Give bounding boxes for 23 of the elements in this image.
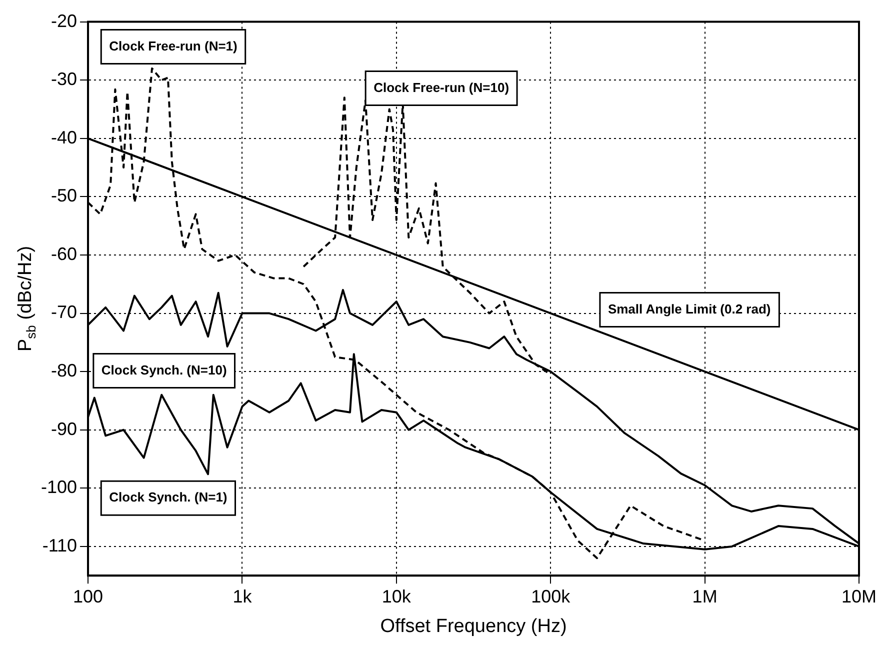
y-tick-label: -90: [51, 418, 78, 439]
y-tick-label: -20: [51, 10, 78, 31]
x-tick-label: 10k: [382, 586, 412, 606]
x-tick-label: 10M: [841, 586, 877, 606]
y-tick-label: -80: [51, 360, 78, 381]
y-tick-label: -60: [51, 244, 78, 264]
x-axis-title: Offset Frequency (Hz): [380, 616, 567, 637]
x-tick-label: 1k: [232, 586, 253, 606]
y-tick-label: -100: [40, 477, 78, 498]
y-tick-label: -30: [51, 69, 78, 90]
y-tick-label: -40: [51, 127, 78, 148]
y-axis-title: Psb (dBc/Hz): [15, 246, 39, 352]
text: Clock Free-run (N=1): [109, 38, 238, 54]
x-tick-label: 100: [73, 586, 104, 606]
series-label: Clock Synch. (N=10): [101, 362, 227, 378]
x-tick-label: 1M: [692, 586, 718, 606]
y-tick-label: -110: [42, 535, 78, 556]
y-tick-label: -50: [51, 186, 78, 206]
series-label: Small Angle Limit (0.2 rad): [608, 301, 771, 316]
x-tick-label: 100k: [531, 586, 572, 606]
y-tick-label: -70: [51, 302, 78, 322]
series-label: Clock Free-run (N=10): [374, 80, 510, 95]
series-label: Clock Synch. (N=1): [109, 490, 228, 505]
